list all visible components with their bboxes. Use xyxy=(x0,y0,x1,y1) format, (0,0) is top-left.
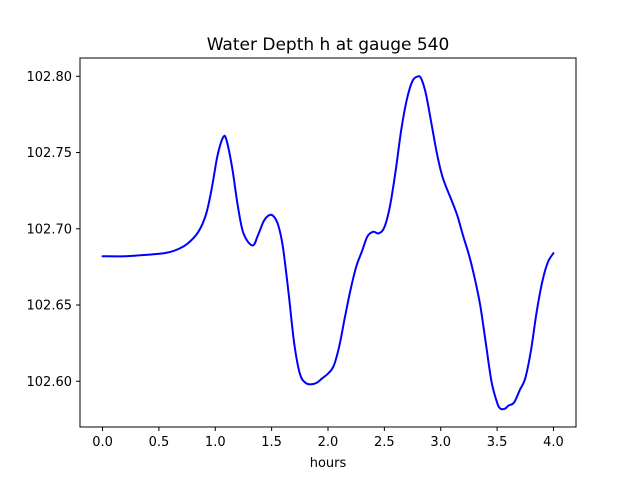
x-tick-label: 1.5 xyxy=(261,435,282,450)
x-axis-label: hours xyxy=(310,456,347,471)
x-tick-label: 0.5 xyxy=(149,435,170,450)
x-tick-label: 2.5 xyxy=(374,435,395,450)
y-tick-label: 102.65 xyxy=(27,299,73,314)
series-line-0 xyxy=(101,75,555,411)
x-tick-label: 0.0 xyxy=(92,435,113,450)
y-tick-label: 102.80 xyxy=(27,70,73,85)
x-tick-label: 1.0 xyxy=(205,435,226,450)
x-tick-label: 3.0 xyxy=(430,435,451,450)
y-tick-label: 102.70 xyxy=(27,222,73,237)
tick-marks: 0.0 0.5 1.0 1.5 2.0 2.5 3.0 3.5 4.0 102.60 102.65 1… xyxy=(27,70,564,450)
y-tick-label: 102.60 xyxy=(27,375,73,390)
plot-area xyxy=(101,75,555,411)
axes-frame xyxy=(79,57,577,428)
x-tick-label: 3.5 xyxy=(487,435,508,450)
y-tick-label: 102.75 xyxy=(27,146,73,161)
x-tick-label: 2.0 xyxy=(318,435,339,450)
chart-title: Water Depth h at gauge 540 xyxy=(207,35,450,55)
x-tick-label: 4.0 xyxy=(543,435,564,450)
